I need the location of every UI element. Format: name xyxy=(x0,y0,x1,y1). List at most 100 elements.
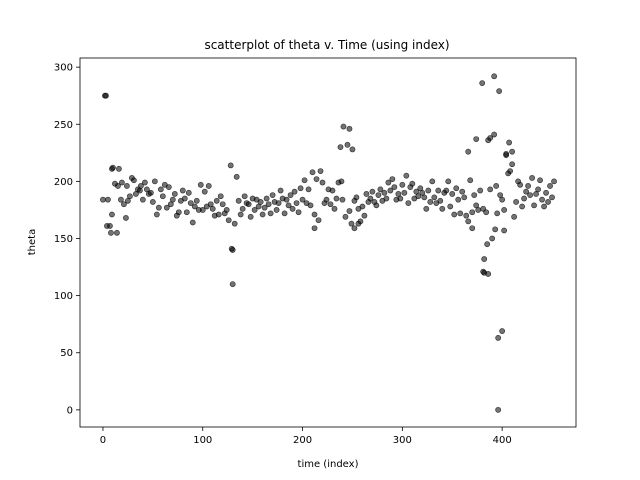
data-point xyxy=(513,199,520,205)
data-point xyxy=(349,146,356,153)
data-point xyxy=(443,187,450,194)
data-point xyxy=(121,201,127,208)
data-point xyxy=(459,188,466,195)
data-point xyxy=(289,205,296,212)
data-point xyxy=(359,203,366,210)
data-point xyxy=(163,204,170,211)
data-point xyxy=(130,177,137,184)
data-point xyxy=(157,186,164,193)
data-point xyxy=(251,207,258,213)
data-point xyxy=(425,187,432,194)
data-point xyxy=(103,92,109,99)
data-point xyxy=(165,184,172,190)
y-axis-label: theta xyxy=(27,229,38,255)
data-point xyxy=(519,203,526,210)
data-point xyxy=(539,196,545,203)
data-point xyxy=(427,199,434,205)
data-point xyxy=(535,186,541,193)
data-point xyxy=(495,406,502,413)
data-point xyxy=(315,217,322,224)
data-point xyxy=(114,229,120,236)
data-point xyxy=(239,205,246,212)
data-point xyxy=(481,256,488,262)
y-tick-label: 50 xyxy=(60,348,73,359)
data-point xyxy=(451,211,458,218)
data-point xyxy=(385,179,392,186)
data-point xyxy=(141,179,148,186)
data-point xyxy=(369,188,376,195)
data-point xyxy=(313,176,320,182)
data-point xyxy=(183,209,190,216)
data-point xyxy=(431,194,438,201)
data-point xyxy=(551,178,557,185)
data-point xyxy=(487,186,494,193)
data-point xyxy=(311,225,318,232)
data-point xyxy=(475,207,482,213)
data-point xyxy=(491,73,498,80)
data-point xyxy=(509,161,516,168)
data-point xyxy=(484,241,491,248)
data-point xyxy=(449,191,456,197)
data-point xyxy=(465,148,472,155)
data-point xyxy=(115,183,121,189)
data-point xyxy=(331,205,338,212)
data-point xyxy=(447,203,454,210)
data-point xyxy=(281,210,288,217)
data-point xyxy=(487,135,494,141)
data-point xyxy=(355,220,362,227)
data-point xyxy=(537,177,543,184)
data-point xyxy=(247,213,254,220)
data-point xyxy=(301,177,308,184)
data-point xyxy=(479,80,486,87)
data-point xyxy=(340,123,347,130)
data-point xyxy=(405,200,412,206)
x-axis-label: time (index) xyxy=(298,459,359,470)
data-point xyxy=(403,172,410,179)
data-point xyxy=(346,208,353,214)
data-point xyxy=(227,162,234,169)
data-point xyxy=(213,197,220,204)
data-point xyxy=(100,196,106,203)
data-point xyxy=(363,191,370,197)
data-point xyxy=(124,183,130,189)
data-point xyxy=(285,202,292,209)
data-point xyxy=(333,195,340,202)
data-point xyxy=(137,183,144,189)
data-point xyxy=(541,203,547,210)
data-point xyxy=(273,207,280,213)
data-point xyxy=(153,211,160,218)
data-point xyxy=(397,195,404,202)
data-point xyxy=(116,165,122,172)
data-point xyxy=(151,178,158,185)
data-point xyxy=(305,186,312,193)
x-tick-label: 400 xyxy=(493,435,512,446)
data-point xyxy=(155,204,162,211)
data-point xyxy=(531,202,537,209)
data-point xyxy=(219,201,226,208)
data-point xyxy=(439,205,446,212)
data-point xyxy=(187,200,194,206)
data-point xyxy=(346,125,353,132)
data-point xyxy=(311,211,318,218)
data-point xyxy=(139,196,146,203)
data-point xyxy=(429,178,436,185)
data-point xyxy=(543,189,549,196)
data-point xyxy=(547,183,553,189)
data-point xyxy=(465,218,472,225)
data-point xyxy=(483,209,490,216)
data-point xyxy=(299,196,306,203)
data-point xyxy=(491,131,498,138)
x-tick-label: 300 xyxy=(393,435,412,446)
data-point xyxy=(348,220,355,227)
data-point xyxy=(495,334,502,341)
data-point xyxy=(287,192,294,198)
data-point xyxy=(435,187,442,194)
data-point xyxy=(197,181,204,188)
data-point xyxy=(503,151,510,157)
data-point xyxy=(275,200,282,206)
x-tick-label: 0 xyxy=(100,435,106,446)
data-point xyxy=(545,199,551,205)
data-point xyxy=(529,175,535,181)
data-point xyxy=(107,223,113,229)
